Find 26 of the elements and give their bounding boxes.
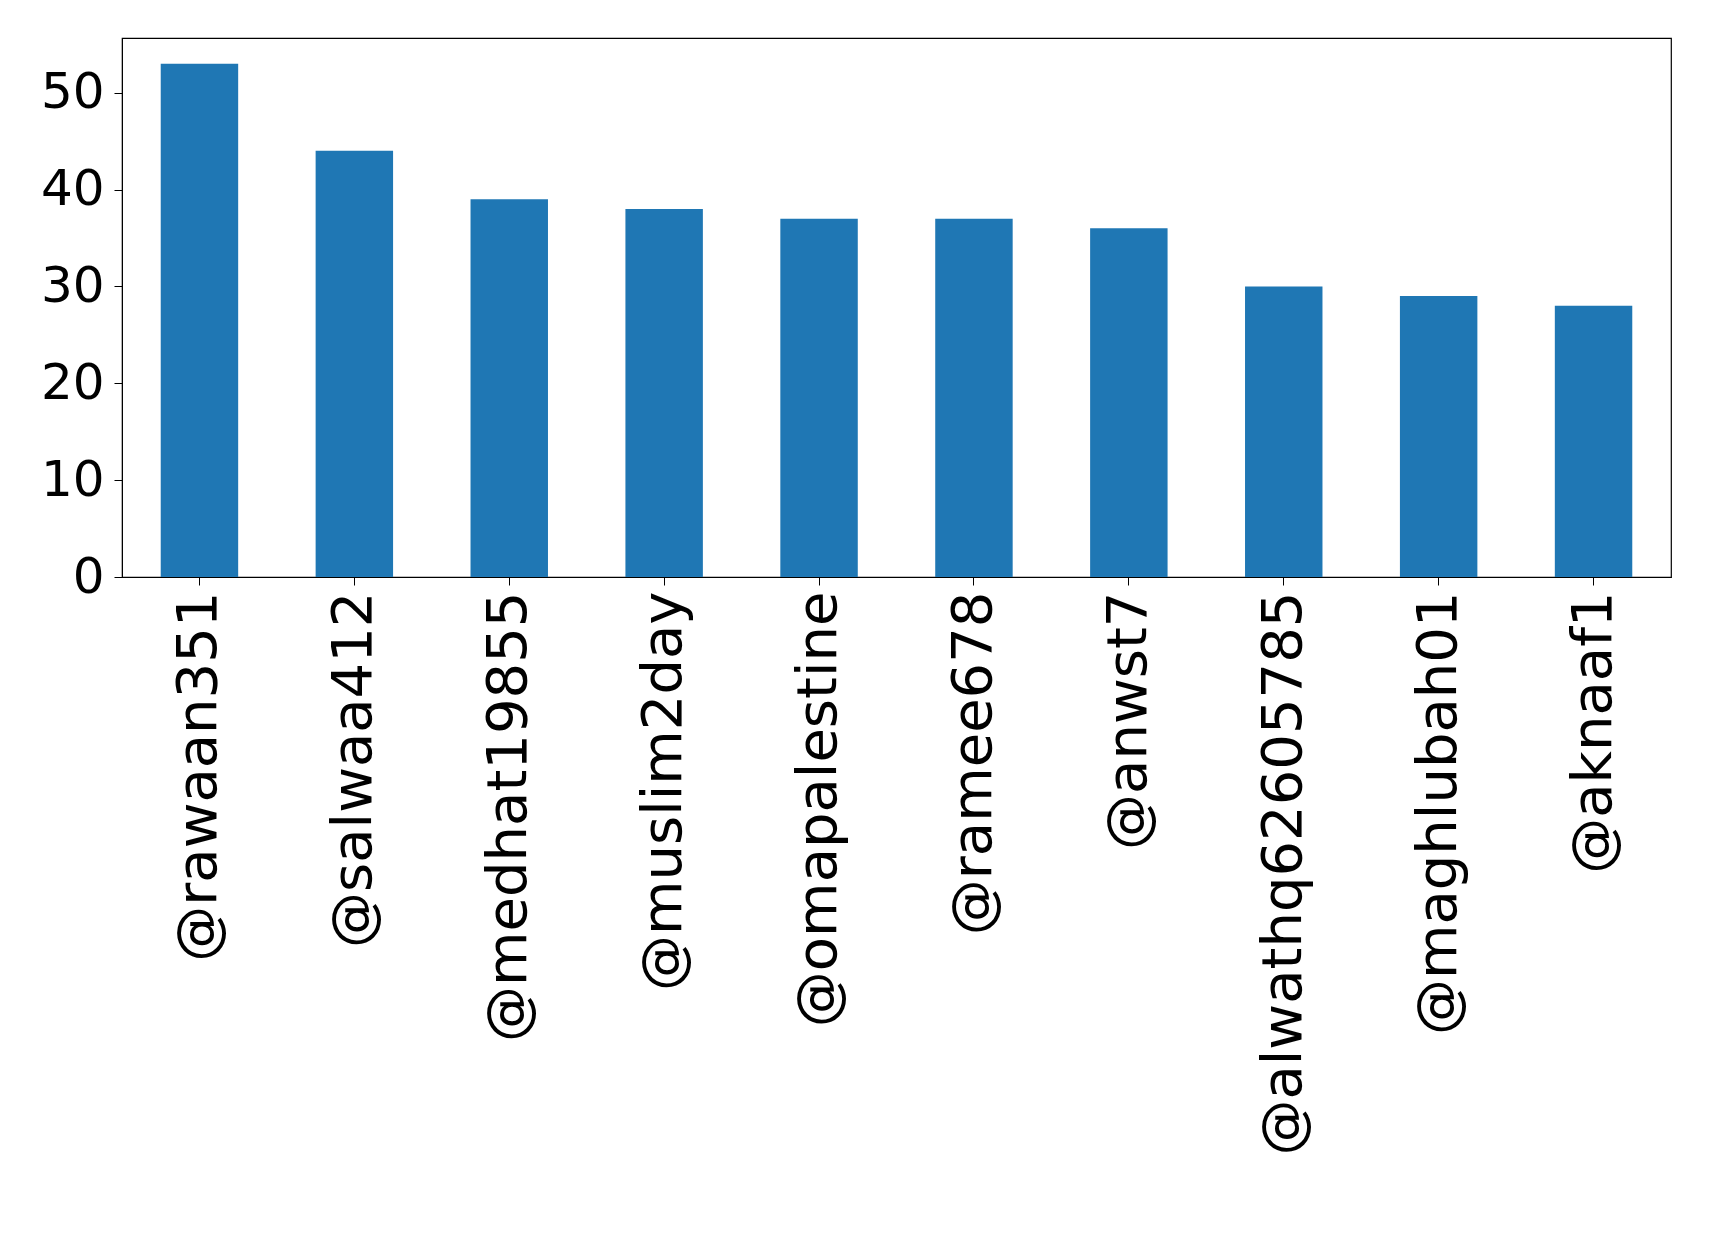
y-tick-label: 50	[40, 62, 105, 121]
x-tick-label: @anwst7	[1093, 591, 1159, 850]
x-tick-label: @rawaan351	[164, 591, 230, 962]
x-tick-label: @aknaaf1	[1558, 591, 1624, 874]
x-tick-label: @medhat19855	[474, 591, 540, 1042]
y-tick-label: 10	[40, 449, 105, 508]
y-tick-label: 20	[40, 352, 105, 411]
y-tick-label: 30	[40, 255, 105, 314]
bar	[780, 218, 858, 577]
x-tick-label: @muslim2day	[629, 591, 695, 992]
bar	[470, 199, 548, 577]
bar	[935, 218, 1013, 577]
x-tick-label: @maghlubah01	[1403, 591, 1469, 1036]
x-tick-label: @ramee678	[938, 591, 1004, 936]
bar	[1554, 305, 1633, 577]
x-tick-label: @alwathq62605785	[1248, 591, 1314, 1156]
bar	[625, 208, 703, 577]
x-tick-label: @salwaa412	[319, 591, 385, 948]
bar	[1090, 228, 1168, 577]
x-tick-label: @omapalestine	[784, 591, 850, 1028]
y-tick-label: 40	[40, 159, 105, 218]
y-tick-label: 0	[72, 546, 105, 605]
bar	[1245, 286, 1323, 577]
bar	[315, 150, 394, 577]
bar	[160, 63, 239, 577]
bar	[1399, 296, 1478, 577]
